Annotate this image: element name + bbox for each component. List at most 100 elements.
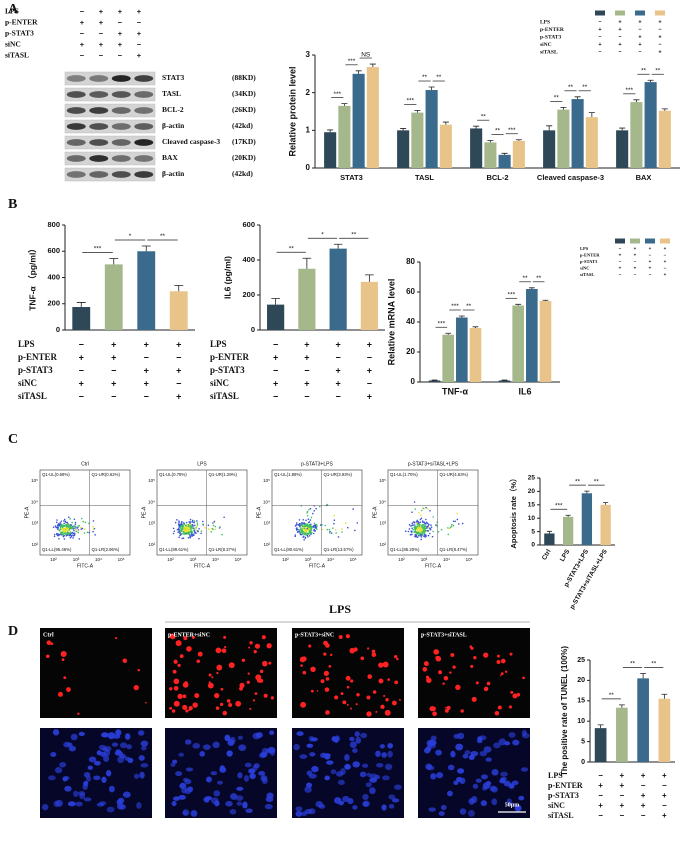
nucleus [512,739,520,746]
flow-y-tick: 10² [263,542,270,547]
y-tick-label: 3 [306,50,311,59]
flow-dot [408,524,411,526]
flow-dot [419,529,421,532]
tunel-dot [338,634,343,639]
condition-label: p-ENTER [18,352,58,362]
nucleus [369,787,376,795]
condition-mark: + [641,801,646,810]
flow-dot [53,535,56,538]
flow-dot [421,528,424,531]
condition-label: siNC [5,40,21,49]
error-bar [271,298,280,305]
flow-dot [72,528,75,530]
tunel-dot [367,674,373,679]
significance-label: ** [422,74,428,81]
tunel-dot [208,681,211,684]
tunel-dot [115,636,118,640]
nucleus [210,771,218,776]
tunel-dot [320,679,325,684]
flow-dot [72,534,74,536]
y-tick-label: 200 [242,290,255,299]
y-tick-label: 0 [251,325,255,334]
condition-mark: − [304,365,309,375]
flow-dot [308,534,311,537]
flow-dot [306,510,309,513]
flow-dot [424,536,427,538]
condition-mark: + [118,40,123,49]
bar [469,328,482,382]
flow-dot [425,518,427,521]
flow-y-tick: 10⁴ [263,499,270,504]
tunel-dot [346,703,349,706]
tunel-dot [259,669,264,673]
flow-dot [73,532,76,535]
tunel-dot [222,710,228,716]
flow-y-tick: 10² [379,542,386,547]
legend-swatch [645,238,655,244]
flow-dot [195,529,198,532]
flow-dot [451,523,453,526]
blot-band [89,171,109,178]
flow-dot [73,518,76,521]
flow-title: p-STAT3+LPS [301,461,333,467]
flow-x-tick: 10⁴ [327,557,334,562]
legend-swatch [630,238,640,244]
panel-label: C [8,432,18,447]
error-bar [333,243,343,249]
condition-mark: − [79,391,84,401]
condition-mark: − [619,246,622,251]
nucleus [243,775,249,782]
tunel-dot [483,652,489,658]
significance-label: ** [575,478,581,485]
condition-mark: + [620,801,625,810]
tunel-dot [433,649,439,655]
flow-dot [420,514,422,516]
nucleus [225,800,233,807]
nucleus [304,786,312,793]
condition-mark: − [598,791,603,800]
flow-dot [196,525,198,527]
flow-dot [193,524,196,527]
flow-dot [300,531,302,534]
flow-dot [55,521,58,524]
tunel-dot [426,677,432,684]
nucleus [430,773,437,780]
flow-title: Ctrl [81,461,89,467]
flow-dot [69,527,72,530]
y-tick-label: 600 [47,246,60,255]
flow-dot [421,507,424,509]
nucleus [362,793,369,801]
flow-dot [407,530,410,533]
condition-mark: − [598,19,601,25]
condition-mark: + [598,42,601,48]
flow-dot [419,527,422,530]
nucleus [344,753,350,761]
flow-dot [66,523,69,526]
condition-mark: + [304,378,309,388]
flow-dot [447,533,450,536]
significance-label: ** [568,84,574,91]
blot-band [111,155,131,162]
condition-mark: − [335,391,340,401]
tunel-dot [122,658,128,663]
tunel-dot [299,656,306,663]
flow-dot [63,520,65,522]
flow-x-tick: 10² [50,557,57,562]
tunel-dot [396,657,399,661]
flow-dot [305,529,308,531]
error-bar [458,315,465,318]
flow-dot [174,521,177,524]
tunel-dot [432,711,437,717]
flow-dot [312,526,315,528]
nucleus [428,807,436,812]
flow-dot [58,524,61,527]
blot-size: (88KD) [232,73,256,82]
blot-band [111,171,131,178]
error-bar [515,139,522,141]
tunel-dot [145,701,147,704]
flow-dot [59,529,61,531]
nucleus [78,731,85,736]
bar [267,304,285,330]
flow-dot [200,530,203,532]
nucleus [493,742,501,749]
